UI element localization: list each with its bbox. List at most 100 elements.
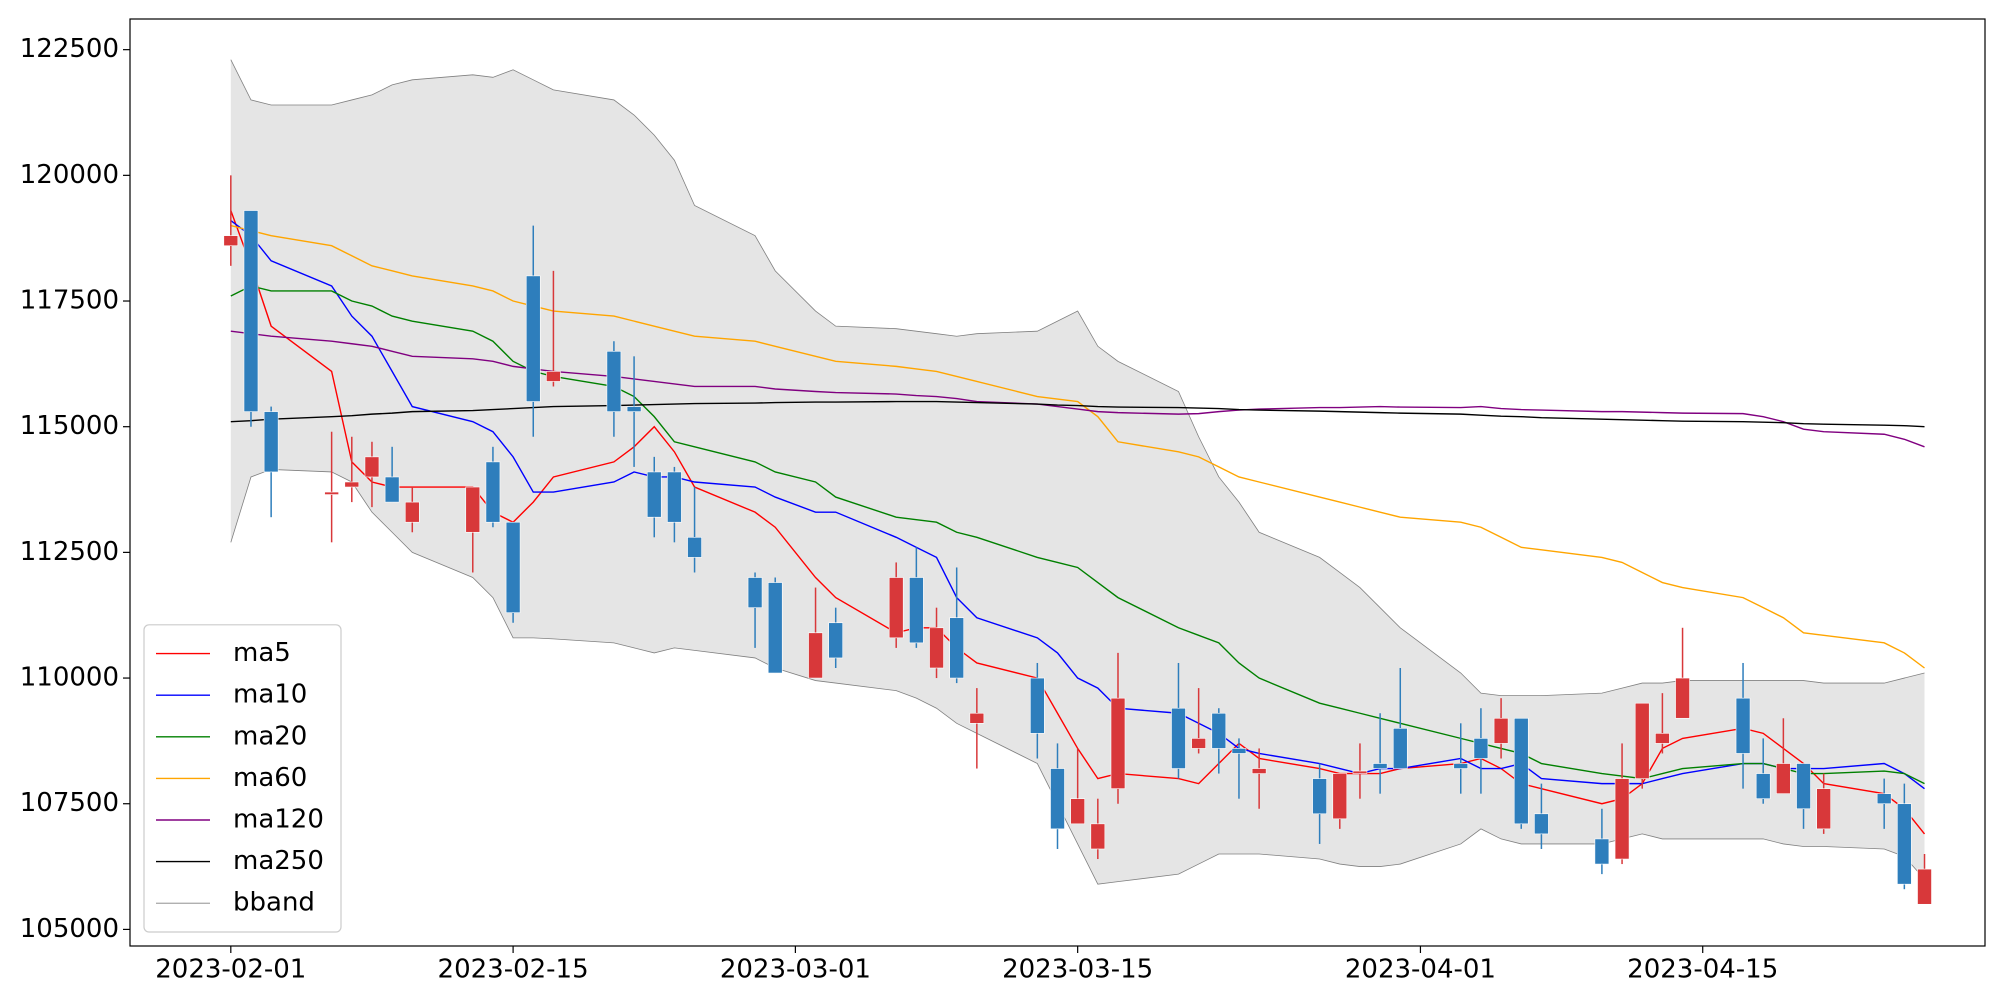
candle-body: [1796, 763, 1811, 810]
candle: [1090, 798, 1106, 860]
y-tick-label: 122500: [20, 34, 119, 64]
legend-label: ma250: [233, 846, 324, 876]
candle-body: [1655, 733, 1670, 744]
candle-body: [909, 577, 924, 644]
candle: [1513, 717, 1529, 829]
y-tick-label: 110000: [20, 663, 119, 693]
candle-body: [1876, 793, 1892, 805]
candle: [1675, 627, 1690, 719]
candle: [546, 270, 561, 387]
candle: [1876, 778, 1892, 829]
legend-label: bband: [233, 888, 315, 918]
candle: [626, 356, 642, 467]
candle-body: [1776, 763, 1791, 794]
candle: [808, 587, 823, 679]
candle-body: [1090, 823, 1106, 850]
candle-body: [606, 350, 622, 412]
candle: [1251, 748, 1267, 809]
x-tick-label: 2023-02-15: [438, 955, 589, 985]
candle-body: [404, 501, 420, 523]
candle-body: [384, 476, 400, 503]
candle-body: [364, 456, 380, 478]
candle: [1332, 773, 1348, 829]
candle: [1231, 738, 1247, 799]
y-tick-label: 105000: [20, 914, 119, 944]
candle: [324, 431, 339, 543]
candle-body: [1755, 773, 1771, 800]
bband-lower: [230, 469, 1925, 885]
candle-body: [1392, 728, 1408, 769]
candle-body: [1453, 763, 1469, 769]
plot-area: [223, 59, 1932, 905]
candle: [969, 688, 985, 769]
candle-body: [1897, 803, 1912, 885]
candle: [1312, 763, 1327, 844]
legend-label: ma60: [233, 763, 307, 793]
candle-body: [1735, 697, 1751, 754]
candle: [1191, 688, 1206, 754]
candle-body: [949, 617, 964, 679]
candle-body: [525, 275, 541, 402]
candle: [667, 466, 682, 543]
candle: [767, 577, 783, 674]
candle: [404, 487, 420, 533]
candle: [1776, 718, 1791, 794]
candle-body: [888, 577, 904, 639]
candle-body: [1634, 702, 1650, 779]
candle-body: [1372, 763, 1388, 769]
candle-body: [1211, 712, 1227, 749]
candle-body: [1352, 770, 1368, 774]
candle: [1473, 708, 1489, 794]
candle: [1634, 702, 1650, 789]
candle: [1392, 668, 1408, 769]
candle: [1070, 748, 1085, 825]
candle: [384, 446, 400, 503]
candle-body: [1493, 717, 1509, 744]
candle-body: [1251, 768, 1267, 774]
candle: [1171, 662, 1186, 779]
candle: [1453, 723, 1469, 794]
bband-upper: [230, 59, 1925, 697]
candle: [747, 572, 763, 648]
y-tick-label: 107500: [20, 788, 119, 818]
candle-body: [344, 481, 360, 488]
candle-body: [646, 471, 662, 518]
candle-body: [1594, 838, 1610, 865]
candle: [1352, 743, 1368, 799]
candle-body: [808, 632, 823, 679]
candle-body: [1332, 773, 1348, 820]
candle: [364, 441, 380, 508]
candle-body: [263, 411, 279, 473]
candle: [223, 175, 239, 266]
candle-body: [1231, 748, 1247, 754]
legend-label: ma5: [233, 638, 291, 668]
candle-body: [1513, 717, 1529, 825]
plot-frame: [129, 18, 1986, 947]
ma-line: [230, 224, 1925, 669]
candle-body: [1473, 738, 1489, 759]
candle: [606, 341, 622, 437]
candle: [344, 436, 360, 503]
legend-label: ma10: [233, 680, 307, 710]
bband-area: [230, 59, 1925, 885]
candle-body: [505, 521, 521, 614]
candle-body: [1675, 677, 1690, 719]
candle: [525, 225, 541, 437]
candle-body: [1614, 778, 1630, 860]
y-tick-label: 117500: [20, 286, 119, 316]
candle-body: [465, 486, 481, 533]
ma-line: [230, 330, 1925, 448]
legend-label: ma20: [233, 721, 307, 751]
candle: [263, 406, 279, 518]
candle-body: [969, 712, 985, 724]
x-tick-label: 2023-04-01: [1345, 955, 1496, 985]
candle-body: [1312, 778, 1327, 815]
candle-body: [747, 577, 763, 608]
candle: [1655, 693, 1670, 754]
candle: [465, 486, 481, 573]
candle-body: [223, 235, 239, 247]
candle-body: [1816, 788, 1831, 830]
candle: [1493, 698, 1509, 759]
y-tick-label: 120000: [20, 160, 119, 190]
